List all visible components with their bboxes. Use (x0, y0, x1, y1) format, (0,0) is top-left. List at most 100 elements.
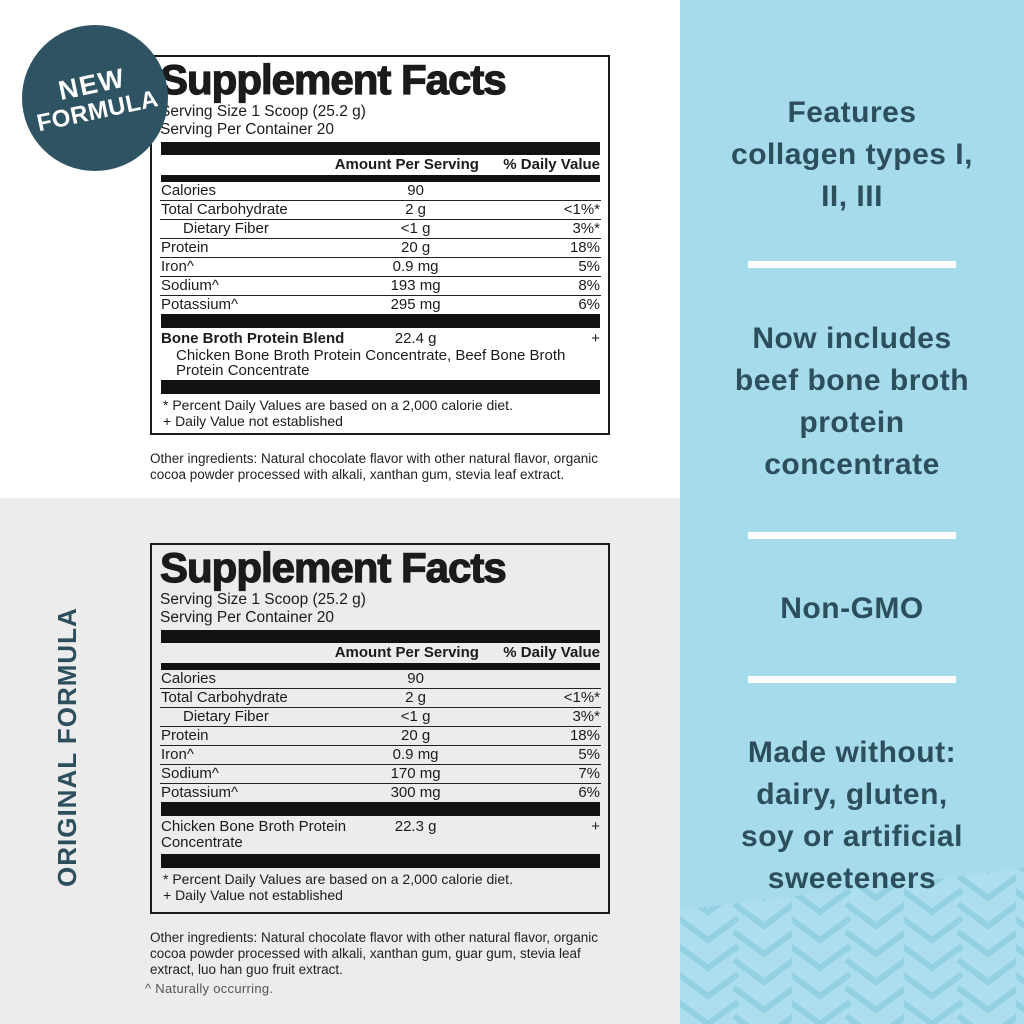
nutrient-amount: 90 (407, 182, 424, 199)
nutrient-label: Dietary Fiber (183, 708, 269, 725)
servings-per-container: Serving Per Container 20 (160, 609, 335, 626)
blend-dv-plus: + (591, 818, 600, 835)
blend-dv-plus: + (591, 330, 600, 347)
nutrient-row: Calories 90 (160, 182, 601, 200)
separator-bar (161, 380, 600, 394)
sidebar-divider (748, 676, 956, 683)
nutrient-label: Total Carbohydrate (161, 689, 288, 706)
nutrient-label: Potassium^ (161, 296, 239, 313)
nutrient-label: Iron^ (161, 258, 194, 275)
footnote-daily-values: * Percent Daily Values are based on a 2,… (163, 397, 513, 413)
nutrient-amount: 20 g (401, 727, 431, 744)
other-ingredients-new: Other ingredients: Natural chocolate fla… (150, 450, 598, 482)
sidebar-divider (748, 261, 956, 268)
nutrient-row: Total Carbohydrate 2 g <1%* (160, 200, 601, 219)
nutrient-label: Protein (161, 239, 209, 256)
nutrient-row: Protein 20 g 18% (160, 238, 601, 257)
nutrient-row: Dietary Fiber <1 g 3%* (160, 707, 601, 726)
nutrient-amount: 193 mg (390, 277, 441, 294)
nutrient-label: Iron^ (161, 746, 194, 763)
nutrient-daily-value: 7% (578, 765, 600, 782)
column-header-daily-value: % Daily Value (503, 156, 600, 173)
nutrient-row: Iron^ 0.9 mg 5% (160, 257, 601, 276)
nutrient-label: Protein (161, 727, 209, 744)
nutrient-row: Potassium^ 295 mg 6% (160, 295, 601, 314)
nutrient-daily-value: 3%* (572, 220, 600, 237)
footnote-daily-values: * Percent Daily Values are based on a 2,… (163, 871, 513, 887)
nutrient-label: Sodium^ (161, 765, 219, 782)
nutrient-label: Calories (161, 670, 217, 687)
serving-size: Serving Size 1 Scoop (25.2 g) (160, 103, 366, 120)
separator-bar (161, 175, 600, 182)
nutrient-row: Sodium^ 170 mg 7% (160, 764, 601, 783)
nutrient-row: Total Carbohydrate 2 g <1%* (160, 688, 601, 707)
column-header-row: Amount Per Serving % Daily Value (160, 643, 601, 663)
nutrient-amount: 300 mg (390, 784, 441, 801)
nutrient-amount: 0.9 mg (392, 746, 439, 763)
nutrient-row: Iron^ 0.9 mg 5% (160, 745, 601, 764)
nutrient-amount: 2 g (405, 689, 427, 706)
blend-name: Bone Broth Protein Blend (161, 330, 345, 347)
sidebar-claim-non-gmo: Non-GMO (780, 592, 924, 625)
nutrient-row: Protein 20 g 18% (160, 726, 601, 745)
sidebar-claim-made-without: Made without: dairy, gluten, soy or arti… (741, 736, 963, 895)
original-formula-background (0, 498, 680, 1024)
sidebar-divider (748, 532, 956, 539)
blend-row: Chicken Bone Broth Protein Concentrate 2… (160, 816, 601, 852)
blend-amount: 22.4 g (394, 330, 437, 347)
footnote-dv-not-established: + Daily Value not established (163, 412, 343, 429)
supplement-facts-panel-new: Supplement Facts Serving Size 1 Scoop (2… (150, 55, 610, 435)
original-formula-label: ORIGINAL FORMULA (52, 607, 82, 888)
nutrient-row: Calories 90 (160, 670, 601, 688)
footnote-dv-not-established: + Daily Value not established (163, 886, 343, 903)
other-ingredients-original: Other ingredients: Natural chocolate fla… (150, 929, 598, 977)
nutrient-row: Potassium^ 300 mg 6% (160, 783, 601, 802)
blend-row: Bone Broth Protein Blend 22.4 g + (160, 328, 601, 348)
separator-bar (161, 663, 600, 670)
nutrient-label: Dietary Fiber (183, 220, 269, 237)
sidebar-claim-beef-bone-broth: Now includes beef bone broth protein con… (734, 322, 970, 481)
nutrient-rows: Calories 90 Total Carbohydrate 2 g <1%* … (160, 670, 601, 802)
nutrient-amount: <1 g (400, 708, 431, 725)
blend-sub-ingredients: Chicken Bone Broth Protein Concentrate, … (176, 347, 566, 379)
separator-bar (161, 802, 600, 816)
column-header-amount: Amount Per Serving (334, 644, 479, 661)
supplement-facts-panel-original: Supplement Facts Serving Size 1 Scoop (2… (150, 543, 610, 914)
nutrient-daily-value: 18% (569, 239, 600, 256)
naturally-occurring-note: ^ Naturally occurring. (145, 981, 274, 996)
panel-title: Supplement Facts (159, 544, 507, 591)
nutrient-amount: 20 g (401, 239, 431, 256)
nutrient-daily-value: <1%* (563, 201, 600, 218)
nutrient-amount: 170 mg (390, 765, 441, 782)
column-header-row: Amount Per Serving % Daily Value (160, 155, 601, 175)
nutrient-rows: Calories 90 Total Carbohydrate 2 g <1%* … (160, 182, 601, 314)
nutrient-label: Total Carbohydrate (161, 201, 288, 218)
column-header-daily-value: % Daily Value (503, 644, 600, 661)
nutrient-amount: <1 g (400, 220, 431, 237)
nutrient-amount: 2 g (405, 201, 427, 218)
nutrient-label: Calories (161, 182, 217, 199)
nutrient-amount: 0.9 mg (392, 258, 439, 275)
nutrient-amount: 295 mg (390, 296, 441, 313)
nutrient-amount: 90 (407, 670, 424, 687)
nutrient-daily-value: 5% (578, 258, 600, 275)
nutrient-daily-value: 6% (578, 784, 600, 801)
blend-amount: 22.3 g (394, 818, 437, 835)
separator-bar (161, 854, 600, 868)
new-formula-badge: NEW FORMULA (22, 25, 168, 171)
nutrient-daily-value: 8% (578, 277, 600, 294)
nutrient-row: Dietary Fiber <1 g 3%* (160, 219, 601, 238)
nutrient-daily-value: <1%* (563, 689, 600, 706)
separator-bar (161, 630, 600, 643)
sidebar-claim-collagen: Features collagen types I, II, III (731, 96, 973, 213)
nutrient-label: Potassium^ (161, 784, 239, 801)
servings-per-container: Serving Per Container 20 (160, 121, 335, 138)
right-sidebar: Features collagen types I, II, III Now i… (680, 0, 1024, 1024)
nutrient-daily-value: 6% (578, 296, 600, 313)
nutrient-daily-value: 18% (569, 727, 600, 744)
badge-text: NEW FORMULA (29, 58, 161, 138)
separator-bar (161, 314, 600, 328)
blend-name: Chicken Bone Broth Protein Concentrate (161, 818, 347, 851)
separator-bar (161, 142, 600, 155)
